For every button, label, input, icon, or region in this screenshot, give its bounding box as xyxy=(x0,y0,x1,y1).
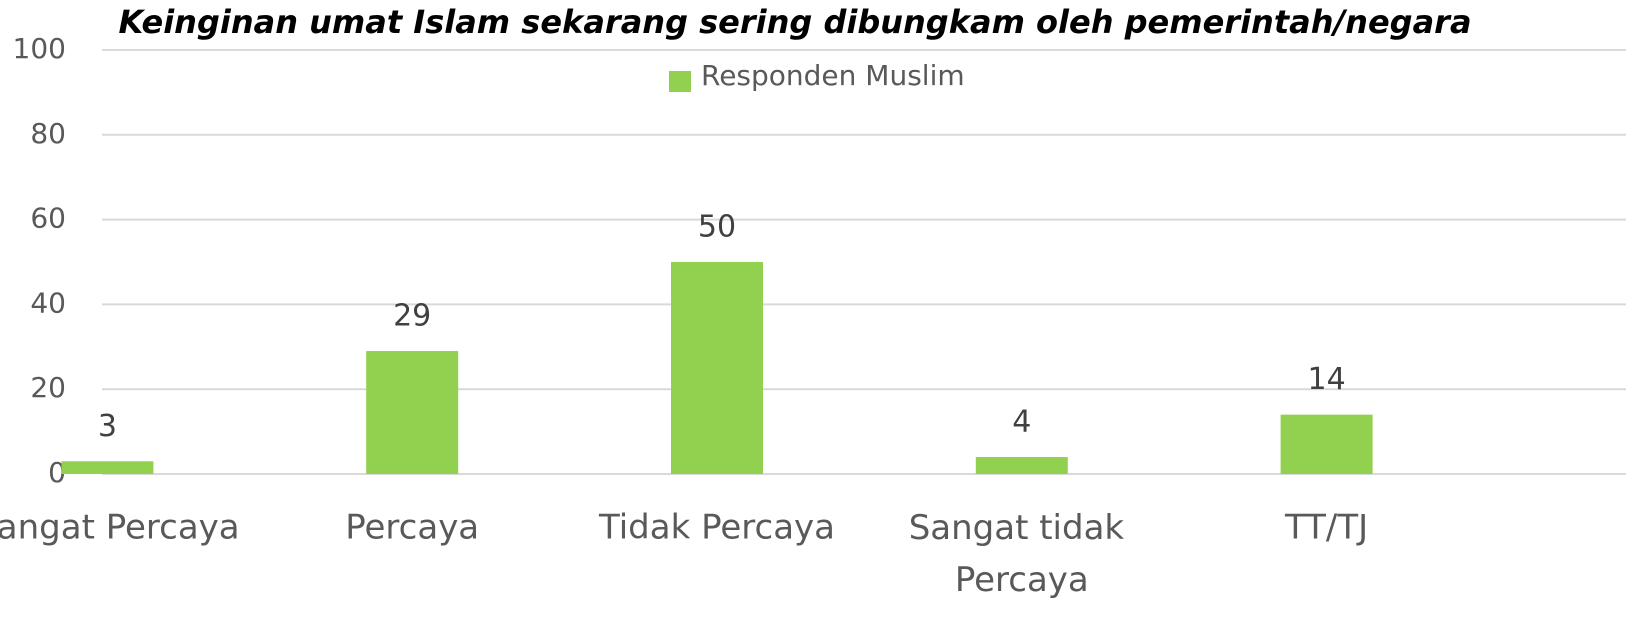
x-tick-label: TT/TJ xyxy=(1284,508,1368,548)
x-tick-label: Tidak Percaya xyxy=(598,508,835,548)
bar xyxy=(61,461,154,474)
x-tick-label: Percaya xyxy=(345,508,479,548)
legend-label: Responden Muslim xyxy=(701,59,965,92)
bar xyxy=(671,262,763,474)
x-tick-label: Sangat tidak Percaya xyxy=(909,508,1135,600)
y-tick-label: 80 xyxy=(30,117,66,150)
y-tick-label: 60 xyxy=(30,202,66,235)
y-tick-label: 40 xyxy=(30,286,66,319)
data-label: 4 xyxy=(1012,405,1031,440)
data-label: 14 xyxy=(1308,362,1346,397)
y-tick-label: 20 xyxy=(30,371,66,404)
data-label: 29 xyxy=(393,299,431,334)
bar xyxy=(366,351,459,474)
x-tick-label: Sangat Percaya xyxy=(0,508,240,548)
bar xyxy=(1280,414,1373,474)
data-label: 50 xyxy=(698,210,736,245)
legend-swatch xyxy=(669,71,691,92)
chart-title: Keinginan umat Islam sekarang sering dib… xyxy=(118,3,1471,41)
bar xyxy=(975,457,1068,474)
y-tick-label: 100 xyxy=(13,32,66,65)
data-label: 3 xyxy=(98,409,117,444)
